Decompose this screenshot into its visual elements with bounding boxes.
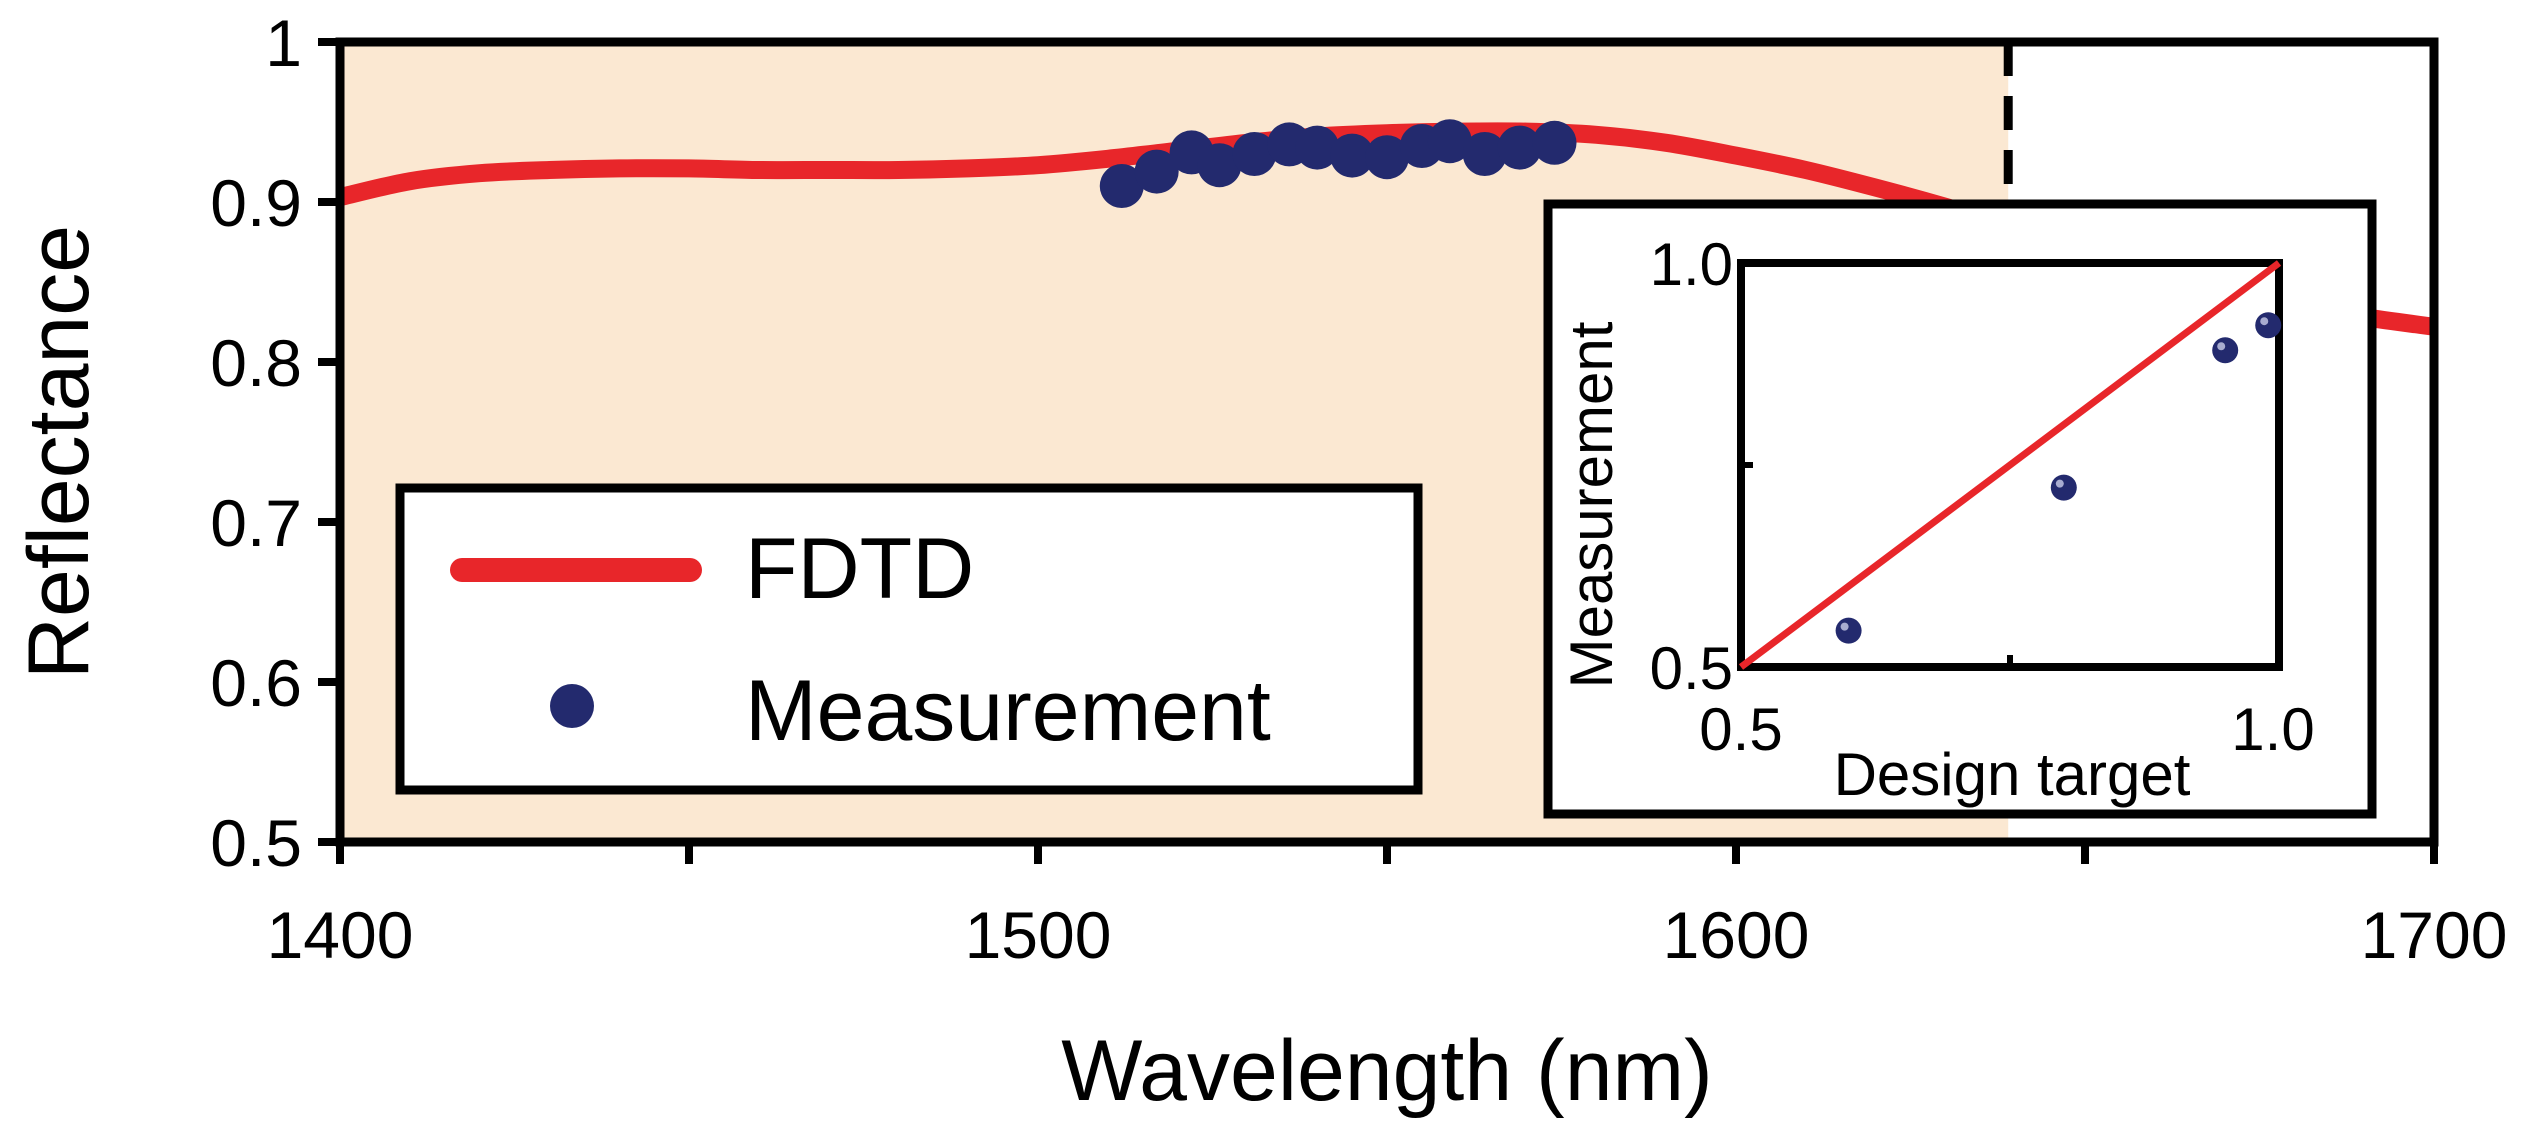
measurement-point (1330, 133, 1375, 178)
main-x-ticks: 1400 1500 1600 1700 (267, 842, 2508, 972)
main-y-ticks: 0.5 0.6 0.7 0.8 0.9 1 (210, 6, 340, 880)
legend-measurement-swatch (550, 684, 594, 728)
inset-point-highlight (1840, 622, 1849, 631)
x-tick-label: 1600 (1663, 898, 1810, 972)
inset-x-tick-label: 1.0 (2231, 696, 2314, 763)
legend-fdtd-label: FDTD (745, 521, 974, 617)
inset-y-axis-label: Measurement (1558, 321, 1625, 688)
inset-measurement-point (1835, 617, 1862, 644)
x-tick-label: 1400 (267, 898, 414, 972)
inset-ideal-line (1738, 260, 2282, 670)
x-tick-label: 1500 (965, 898, 1112, 972)
y-tick-label: 0.6 (210, 646, 302, 720)
measurement-point (1365, 135, 1409, 180)
measurement-point (1462, 132, 1507, 176)
measurement-point (1099, 164, 1144, 208)
inset-measurement-point (2050, 474, 2077, 501)
y-tick-label: 1 (265, 6, 302, 80)
inset-measurement-points (1835, 312, 2282, 644)
measurement-point (1134, 149, 1179, 194)
y-tick-label: 0.9 (210, 166, 302, 240)
y-tick-label: 0.8 (210, 326, 302, 400)
inset-measurement-point (2255, 312, 2282, 339)
measurement-point (1532, 120, 1577, 165)
inset-x-tick-label: 0.5 (1699, 696, 1782, 763)
inset-box (1543, 199, 2377, 819)
legend: FDTD Measurement (395, 483, 1423, 795)
legend-measurement-label: Measurement (745, 663, 1271, 759)
y-tick-label: 0.5 (210, 806, 302, 880)
measurement-points (1099, 119, 1577, 208)
measurement-point (1197, 143, 1242, 188)
y-axis-label: Reflectance (11, 225, 107, 679)
measurement-point (1427, 119, 1472, 164)
inset-point-highlight (2055, 479, 2064, 488)
inset-y-tick-label: 1.0 (1650, 231, 1733, 298)
measurement-point (1232, 132, 1277, 176)
x-axis-label: Wavelength (nm) (1061, 1023, 1713, 1119)
inset-chart: 0.5 1.0 0.5 1.0 Design target Measuremen… (1543, 199, 2377, 819)
y-tick-label: 0.7 (210, 486, 302, 560)
inset-ticks (1741, 462, 2013, 667)
main-plot-frame (335, 37, 2439, 847)
inset-measurement-point (2212, 337, 2239, 364)
inset-point-highlight (2217, 342, 2226, 351)
inset-point-highlight (2260, 317, 2269, 326)
legend-box (395, 483, 1423, 795)
measurement-point (1497, 125, 1542, 170)
measurement-point (1295, 125, 1340, 170)
inset-x-axis-label: Design target (1834, 741, 2191, 808)
x-tick-label: 1700 (2361, 898, 2508, 972)
inset-y-tick-label: 0.5 (1650, 635, 1733, 702)
